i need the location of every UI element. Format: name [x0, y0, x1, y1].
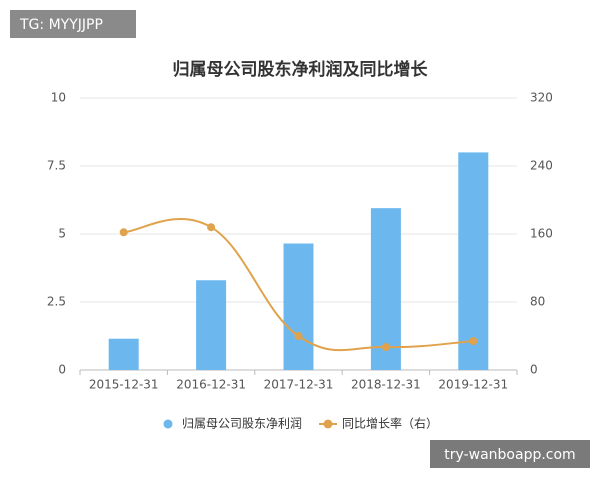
chart-title: 归属母公司股东净利润及同比增长 — [173, 59, 429, 80]
line-point — [119, 228, 128, 237]
line-point — [469, 337, 478, 346]
bar — [458, 152, 489, 370]
y2-tick-label: 0 — [530, 363, 538, 377]
line — [123, 217, 474, 352]
y2-tick-label: 320 — [530, 91, 553, 105]
bar — [370, 208, 401, 370]
y-tick-label: 7.5 — [47, 159, 66, 173]
legend-label: 归属母公司股东净利润 — [182, 417, 302, 431]
watermark-box — [10, 10, 136, 38]
legend-label: 同比增长率（右） — [342, 416, 438, 431]
x-tick-label: 2018-12-31 — [351, 378, 421, 392]
watermark-box — [430, 440, 590, 468]
y2-tick-label: 80 — [530, 295, 545, 309]
watermark: try-wanboapp.com — [444, 447, 575, 463]
line-point — [381, 343, 390, 352]
line-point — [294, 332, 303, 340]
legend-marker — [163, 419, 173, 429]
bar — [283, 243, 314, 370]
x-tick-label: 2016-12-31 — [176, 378, 246, 392]
watermark: TG: MYYJJPP — [19, 17, 103, 33]
x-tick-label: 2015-12-31 — [89, 378, 159, 392]
x-tick-label: 2017-12-31 — [264, 378, 334, 392]
y-tick-label: 5 — [58, 227, 66, 241]
y2-tick-label: 160 — [530, 227, 553, 241]
bar — [196, 280, 227, 370]
x-tick-label: 2019-12-31 — [438, 378, 508, 392]
y-tick-label: 0 — [58, 363, 66, 377]
y2-tick-label: 240 — [530, 159, 553, 173]
bar — [108, 338, 139, 370]
y-tick-label: 2.5 — [47, 295, 66, 309]
line-point — [207, 223, 216, 232]
legend-marker — [323, 419, 333, 429]
y-tick-label: 10 — [51, 91, 66, 105]
